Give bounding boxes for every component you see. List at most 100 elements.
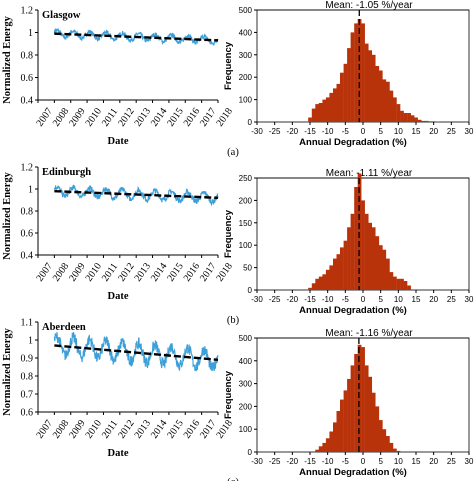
x-tick-label: -20 <box>287 127 299 136</box>
histogram-bar <box>315 104 320 122</box>
histogram-bar <box>382 79 387 122</box>
histogram-bar <box>343 240 348 290</box>
histogram-bar <box>407 285 411 290</box>
x-tick-label: 2008 <box>51 261 71 284</box>
y-tick-label: 0.7 <box>21 390 34 401</box>
histogram-bar <box>396 450 401 452</box>
histogram-bar <box>343 390 348 452</box>
histogram-bar <box>393 97 397 122</box>
y-tick-label: 100 <box>239 425 253 434</box>
histogram-bar <box>308 117 312 122</box>
x-axis-label: Date <box>108 448 129 459</box>
y-tick-label: 500 <box>239 334 253 343</box>
y-tick-label: 0 <box>248 448 253 457</box>
x-tick-label: 2010 <box>84 261 104 284</box>
panel-label: (c) <box>227 477 239 481</box>
x-tick-label: 2013 <box>133 418 153 441</box>
histogram-bar <box>318 446 323 452</box>
trend-line <box>54 344 219 361</box>
histogram-bar <box>389 272 394 290</box>
x-tick-label: 2007 <box>34 106 54 129</box>
x-tick-label: 25 <box>447 295 456 304</box>
x-tick-label: 15 <box>412 127 421 136</box>
histogram-bar <box>322 442 327 452</box>
x-tick-label: 2017 <box>198 106 218 129</box>
x-tick-label: -25 <box>269 295 281 304</box>
x-tick-label: 5 <box>378 295 383 304</box>
y-tick-label: 0.6 <box>21 229 34 240</box>
x-tick-label: 2017 <box>198 418 218 441</box>
y-tick-label: 250 <box>239 174 253 183</box>
histogram-bar <box>315 278 320 290</box>
x-tick-label: -10 <box>322 127 334 136</box>
energy-series-line <box>53 331 219 372</box>
x-axis-label: Date <box>108 291 129 302</box>
x-tick-label: 30 <box>465 295 474 304</box>
histogram-bar <box>407 113 411 122</box>
y-tick-label: 1.1 <box>21 318 34 329</box>
y-axis-label: Normalized Energy <box>2 327 13 416</box>
line-panel-glasgow: 0.40.60.811.2200720082009201020112012201… <box>2 6 235 148</box>
x-tick-label: 2009 <box>67 261 87 284</box>
histogram-bar <box>354 354 358 452</box>
y-tick-label: 0.6 <box>21 73 34 84</box>
x-tick-label: 2007 <box>34 418 54 441</box>
histogram-bar <box>347 379 351 452</box>
histogram-bar <box>378 70 383 122</box>
histogram-bar <box>393 276 397 290</box>
x-tick-label: 30 <box>465 457 474 466</box>
histogram-bar <box>400 278 404 290</box>
histogram-bar <box>378 245 383 290</box>
histogram-bar <box>318 103 323 122</box>
histogram-bar <box>343 63 348 122</box>
x-tick-label: -15 <box>304 127 316 136</box>
histogram-bar <box>393 448 397 452</box>
x-tick-label: -25 <box>269 127 281 136</box>
x-tick-label: 2018 <box>214 418 234 441</box>
histogram-bar <box>357 173 362 290</box>
y-axis-label: Frequency <box>223 209 234 258</box>
histogram-bar <box>336 83 341 122</box>
y-tick-label: 200 <box>239 73 253 82</box>
y-axis-label: Frequency <box>223 370 234 419</box>
histogram-bar <box>329 265 334 290</box>
line-panel-edinburgh: 0.40.60.811.2200720082009201020112012201… <box>2 163 235 303</box>
y-tick-label: 500 <box>239 6 253 15</box>
y-tick-label: 100 <box>239 241 253 250</box>
histogram-bar <box>424 120 429 122</box>
y-tick-label: 1 <box>28 28 33 39</box>
x-tick-label: 2017 <box>198 261 218 284</box>
histogram-bar <box>340 247 344 290</box>
trend-line <box>54 32 219 42</box>
x-tick-label: 2014 <box>149 261 169 284</box>
histogram-bar <box>308 287 312 290</box>
y-tick-label: 0.4 <box>21 96 34 107</box>
x-tick-label: 2010 <box>84 418 104 441</box>
x-tick-label: 0 <box>361 457 366 466</box>
energy-series-line <box>53 27 219 46</box>
x-tick-label: 2018 <box>214 261 234 284</box>
y-tick-label: 0.6 <box>21 408 34 419</box>
histogram-bar <box>375 406 380 452</box>
panel-title: Aberdeen <box>42 322 86 333</box>
x-tick-label: -15 <box>304 295 316 304</box>
histogram-bar <box>361 347 365 452</box>
histogram-bar <box>389 442 394 452</box>
histogram-bar <box>368 50 373 122</box>
histogram-bar <box>329 431 334 452</box>
x-tick-label: 2011 <box>100 106 120 128</box>
x-tick-label: 20 <box>429 127 438 136</box>
y-tick-label: 50 <box>243 264 252 273</box>
histogram-bar <box>318 276 323 290</box>
histogram-bar <box>350 365 355 452</box>
y-tick-label: 300 <box>239 380 253 389</box>
y-tick-label: 400 <box>239 357 253 366</box>
x-tick-label: 10 <box>394 295 403 304</box>
y-tick-label: 0 <box>248 118 253 127</box>
y-tick-label: 0 <box>248 286 253 295</box>
histogram-bar <box>386 436 390 452</box>
y-tick-label: 0.8 <box>21 51 34 62</box>
x-tick-label: 10 <box>394 457 403 466</box>
x-tick-label: 0 <box>361 127 366 136</box>
